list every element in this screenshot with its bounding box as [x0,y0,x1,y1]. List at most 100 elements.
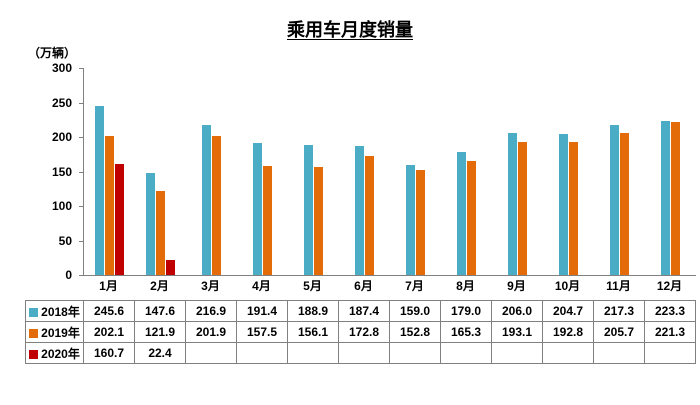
legend-cell-2020年: 2020年 [25,342,84,364]
bar-2018年-9月 [508,132,517,275]
x-tick-label: 1月 [99,279,118,293]
bar-group-7月 [390,68,441,275]
table-cell [542,342,594,364]
table-cell [338,342,390,364]
table-cell: 193.1 [491,321,543,343]
table-row: 2018年 245.6 147.6 216.9 191.4 188.9 187.4 159.0… [25,300,696,322]
bar-2018年-8月 [457,151,466,275]
y-tick-label: 200 [51,130,72,144]
table-cell [644,342,696,364]
bar-group-5月 [288,68,339,275]
x-tick-label: 2月 [150,279,169,293]
bar-2019年-11月 [620,133,629,275]
table-cell: 201.9 [185,321,237,343]
bar-group-9月 [492,68,543,275]
chart-title: 乘用车月度销量 [287,20,413,40]
y-tick-label: 150 [51,164,72,179]
table-cell [236,342,288,364]
bar-2019年-6月 [365,155,374,275]
y-tick-mark [79,275,84,276]
table-cell: 204.7 [542,300,594,322]
bar-2019年-8月 [467,160,476,275]
table-cell: 206.0 [491,300,543,322]
bar-2018年-4月 [253,142,262,275]
bar-2018年-6月 [355,145,364,275]
table-cell: 216.9 [185,300,237,322]
table-cell: 179.0 [440,300,492,322]
bar-2019年-2月 [156,190,165,275]
bar-2018年-12月 [661,120,670,275]
legend-swatch [29,307,39,317]
table-cell: 156.1 [287,321,339,343]
bar-group-6月 [339,68,390,275]
table-cell: 147.6 [134,300,186,322]
x-tick-label: 6月 [354,279,373,293]
y-tick-label: 50 [58,233,72,248]
bar-2018年-10月 [559,133,568,275]
table-cell [440,342,492,364]
y-tick-label: 250 [51,95,72,110]
x-tick-label: 4月 [252,279,271,293]
table-cell: 191.4 [236,300,288,322]
bar-2019年-7月 [416,169,425,275]
y-tick-mark [79,68,84,69]
table-cell: 187.4 [338,300,390,322]
x-tick-label: 11月 [606,279,631,293]
table-cell [389,342,441,364]
table-cell: 221.3 [644,321,696,343]
bar-2018年-1月 [95,105,104,275]
x-tick-label: 5月 [303,279,322,293]
table-cell: 245.6 [83,300,135,322]
series-name-label: 2020年 [41,346,80,361]
table-cell [491,342,543,364]
series-name-label: 2018年 [41,304,80,319]
y-axis-unit-label: （万辆） [28,46,77,60]
table-row: 2020年 160.7 22.4 [25,342,696,364]
table-cell: 160.7 [83,342,135,364]
y-tick-label: 0 [65,268,72,282]
bar-2020年-2月 [166,259,175,275]
x-tick-label: 7月 [405,279,424,293]
bar-group-2月 [135,68,186,275]
y-tick-mark [79,171,84,173]
legend-cell-2018年: 2018年 [25,300,84,322]
x-axis-labels: 1月 2月 3月 4月 5月 6月 7月 8月 9月 10月 11月 12月 [83,279,695,293]
bar-2019年-9月 [518,141,527,275]
y-tick-mark [79,137,84,138]
table-cell: 22.4 [134,342,186,364]
x-tick-label: 9月 [507,279,526,293]
table-cell: 165.3 [440,321,492,343]
y-tick-label: 300 [51,61,72,75]
legend-swatch [29,349,39,359]
table-cell [287,342,339,364]
table-cell: 202.1 [83,321,135,343]
bar-2018年-2月 [146,173,155,275]
y-axis: 0 50 100 150 200 250 300 [30,61,78,282]
table-cell: 205.7 [593,321,645,343]
table-cell [593,342,645,364]
legend-swatch [29,328,39,338]
bar-2020年-1月 [115,164,124,275]
table-cell: 159.0 [389,300,441,322]
bar-group-12月 [645,68,696,275]
table-cell: 188.9 [287,300,339,322]
table-cell: 217.3 [593,300,645,322]
data-table: 2018年 245.6 147.6 216.9 191.4 188.9 187.4 159.0… [25,300,696,364]
table-cell: 192.8 [542,321,594,343]
x-tick-label: 8月 [456,279,475,293]
bar-group-1月 [84,68,135,275]
bar-2019年-12月 [671,122,680,275]
legend-cell-2019年: 2019年 [25,321,84,343]
bar-group-10月 [543,68,594,275]
y-tick-mark [79,206,84,207]
table-cell: 152.8 [389,321,441,343]
bar-group-4月 [237,68,288,275]
bar-2019年-4月 [263,166,272,275]
y-tick-label: 100 [51,199,72,213]
table-cell [185,342,237,364]
table-cell: 121.9 [134,321,186,343]
bar-group-8月 [441,68,492,275]
bar-2018年-5月 [304,144,313,275]
x-tick-label: 12月 [656,279,683,293]
bar-2019年-1月 [105,135,114,275]
